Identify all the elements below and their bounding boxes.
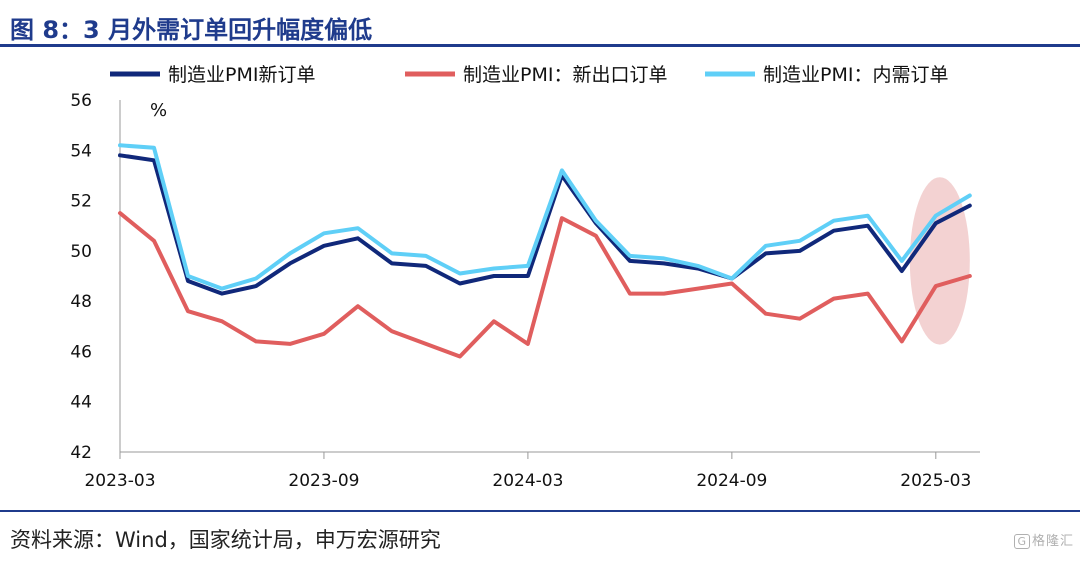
series-export-orders-line [118,211,972,359]
y-tick-label: 46 [70,342,92,362]
y-tick-label: 44 [70,393,92,413]
y-tick-label: 56 [70,91,92,111]
legend-label: 制造业PMI：内需订单 [763,64,948,86]
y-tick-label: 42 [70,443,92,463]
x-tick-label: 2023-03 [84,471,155,491]
x-tick-label: 2024-09 [696,471,767,491]
y-tick-label: 54 [70,141,92,161]
y-tick-label: 48 [70,292,92,312]
series-new-orders-line [118,153,972,296]
footer-rule [0,510,1080,512]
y-tick-label: 52 [70,192,92,212]
line-chart: 42 44 46 48 50 52 54 56 % 2023-03 2023-09 2024-03 20… [70,64,980,491]
y-unit-label: % [150,100,167,121]
legend-label: 制造业PMI新订单 [168,64,315,86]
series-domestic-orders-line [118,143,972,291]
x-tick-label: 2025-03 [900,471,971,491]
watermark-text: 格隆汇 [1031,534,1074,549]
x-tick-label: 2024-03 [492,471,563,491]
source-note: 资料来源：Wind，国家统计局，申万宏源研究 [10,528,441,552]
legend-label: 制造业PMI：新出口订单 [463,64,667,86]
y-tick-label: 50 [70,242,92,262]
title-rule [0,44,1080,47]
x-tick-label: 2023-09 [288,471,359,491]
watermark-logo: G 格隆汇 [1014,530,1074,549]
figure-title: 图 8：3 月外需订单回升幅度偏低 [10,16,373,44]
